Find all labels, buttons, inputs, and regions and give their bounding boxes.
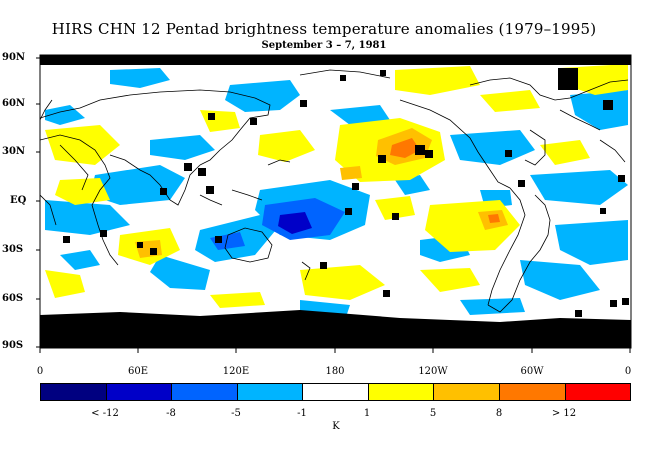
missing-data [40, 55, 631, 348]
coastlines [40, 69, 629, 313]
colorbar-swatch [565, 384, 631, 400]
lon-label-60e: 60E [127, 366, 149, 377]
dark-orange-anomalies [390, 138, 500, 223]
map-subtitle: September 3 – 7, 1981 [261, 40, 387, 51]
map-title: HIRS CHN 12 Pentad brightness temperatur… [51, 20, 597, 38]
colorbar-label: > 12 [551, 408, 577, 419]
lon-label-180: 180 [325, 366, 345, 377]
lon-label-0-end: 0 [624, 366, 632, 377]
lat-label-30s: 30S [2, 244, 24, 255]
colorbar-label: -1 [297, 408, 307, 419]
lat-label-30n: 30N [2, 146, 26, 157]
lon-ticks [39, 348, 631, 353]
lon-label-120w: 120W [418, 366, 448, 377]
light-blue-anomalies [45, 68, 628, 320]
colorbar-label: 8 [495, 408, 503, 419]
lat-label-60s: 60S [2, 293, 24, 304]
lat-label-eq: EQ [10, 195, 27, 206]
colorbar-swatch [237, 384, 304, 400]
colorbar-label: -5 [231, 408, 241, 419]
lat-label-60n: 60N [2, 98, 26, 109]
lon-label-60w: 60W [520, 366, 544, 377]
lat-label-90s: 90S [2, 340, 24, 351]
colorbar-unit: K [332, 421, 340, 432]
colorbar-label: 5 [429, 408, 437, 419]
dark-blue-anomalies [278, 212, 312, 234]
colorbar-label: -8 [166, 408, 176, 419]
colorbar-label: 1 [363, 408, 371, 419]
colorbar-swatch [303, 384, 369, 400]
lat-label-90n: 90N [2, 52, 26, 63]
colorbar-swatch [41, 384, 107, 400]
lon-label-120e: 120E [222, 366, 250, 377]
colorbar-swatch [172, 384, 238, 400]
colorbar-label: < -12 [91, 408, 119, 419]
lon-label-0: 0 [36, 366, 44, 377]
colorbar [40, 383, 631, 401]
colorbar-swatch [368, 384, 435, 400]
lat-ticks [36, 57, 40, 348]
colorbar-swatch [499, 384, 566, 400]
colorbar-swatch [434, 384, 500, 400]
colorbar-swatch [106, 384, 173, 400]
